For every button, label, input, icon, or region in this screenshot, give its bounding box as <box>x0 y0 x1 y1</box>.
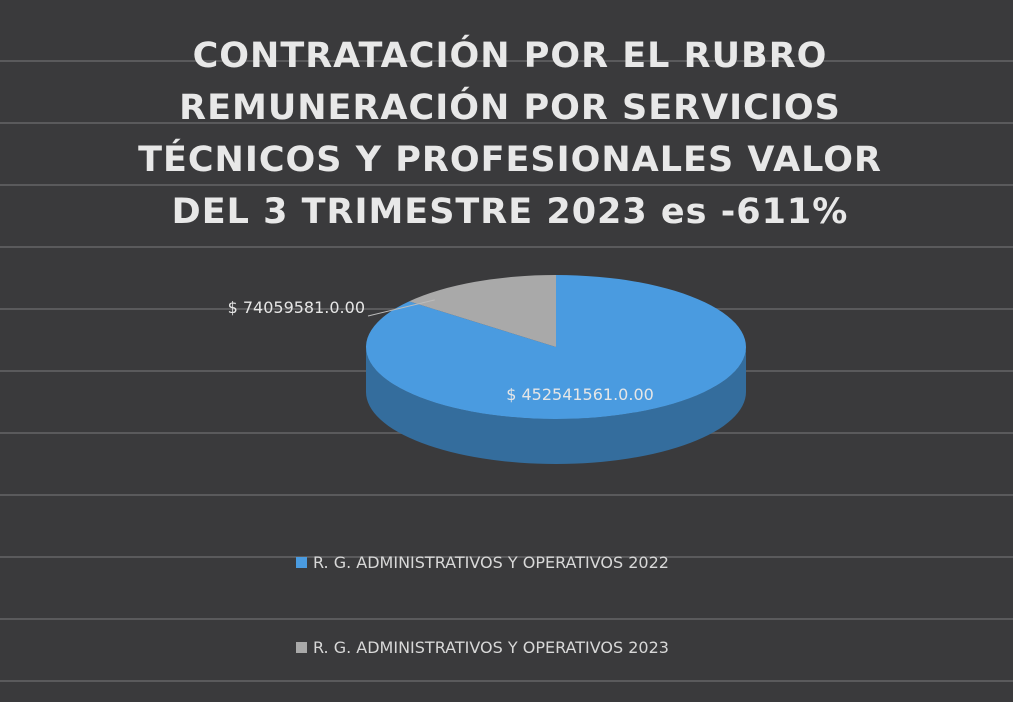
chart-title: CONTRATACIÓN POR EL RUBRO REMUNERACIÓN P… <box>138 36 882 232</box>
leader-line <box>367 299 435 317</box>
legend-label: R. G. ADMINISTRATIVOS Y OPERATIVOS 2023 <box>313 638 669 657</box>
pie-slice-side <box>366 347 746 464</box>
pie-slice <box>409 275 556 347</box>
legend-swatch <box>296 642 307 653</box>
data-label: $ 74059581.0.00 <box>227 298 365 317</box>
legend-item: R. G. ADMINISTRATIVOS Y OPERATIVOS 2022 <box>296 553 669 572</box>
legend-swatch <box>296 557 307 568</box>
legend-item: R. G. ADMINISTRATIVOS Y OPERATIVOS 2023 <box>296 638 669 657</box>
legend-label: R. G. ADMINISTRATIVOS Y OPERATIVOS 2022 <box>313 553 669 572</box>
data-label: $ 452541561.0.00 <box>506 385 654 404</box>
